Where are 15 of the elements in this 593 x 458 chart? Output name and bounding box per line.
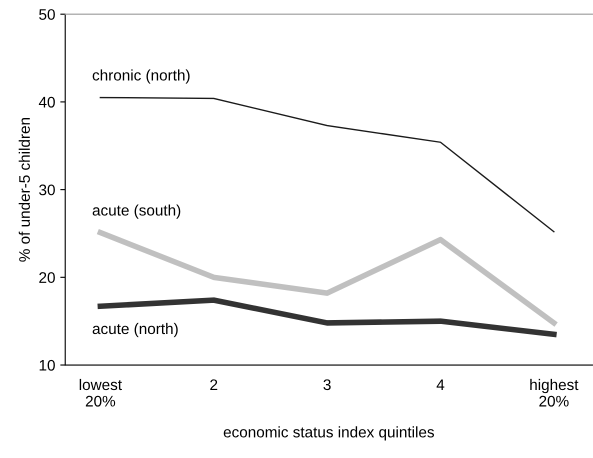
y-tick-label: 30: [39, 184, 55, 196]
y-tick-label: 50: [39, 9, 55, 20]
y-axis-title: % of under-5 children: [18, 118, 30, 262]
x-tick-label: 2: [210, 379, 218, 390]
series-label: acute (south): [92, 204, 180, 219]
x-tick-label: 4: [436, 379, 444, 390]
y-tick-label: 20: [39, 272, 55, 284]
y-tick-label: 40: [38, 96, 55, 108]
series-label: acute (north): [92, 322, 178, 338]
x-tick-label: lowest 20%: [80, 378, 122, 407]
x-tick-label: highest 20%: [530, 378, 578, 407]
x-axis-title: economic status index quintiles: [224, 426, 434, 441]
x-tick-label: 3: [323, 379, 331, 390]
y-tick-label: 10: [40, 360, 55, 371]
series-label: chronic (north): [92, 69, 190, 84]
